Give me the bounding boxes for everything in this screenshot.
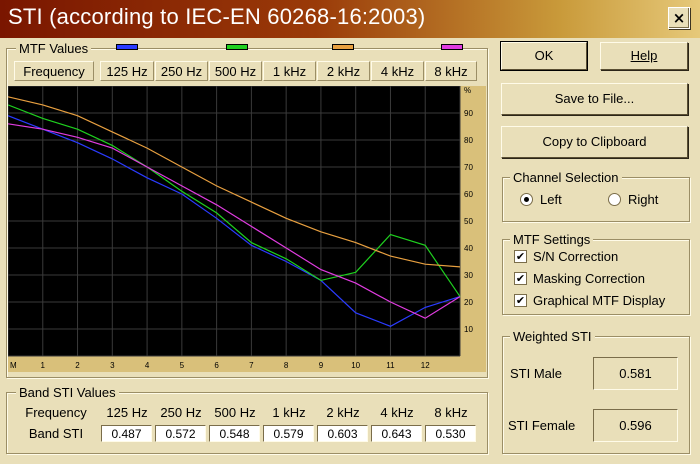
radio-left-label[interactable]: Left [540,192,562,207]
band-sti-value: 0.603 [317,425,368,442]
chart-y-tick-label: 10 [464,325,473,334]
help-button-label: Help [630,48,658,63]
sti-female-value: 0.596 [593,409,678,442]
band-sti-header-band: 1 kHz [272,405,306,420]
mtf-settings-group [502,239,690,315]
chart-y-tick-label: 70 [464,163,473,172]
band-sti-header-band: 500 Hz [214,405,256,420]
title-bar: STI (according to IEC-EN 60268-16:2003) … [0,0,700,38]
legend-swatch-500hz [226,44,248,50]
masking-correction-label[interactable]: Masking Correction [533,271,645,286]
mtf-header-band[interactable]: 250 Hz [155,61,208,81]
band-sti-header-band: 125 Hz [106,405,148,420]
radio-left-selected-dot [524,197,529,202]
ok-button[interactable]: OK [500,41,588,71]
band-sti-value: 0.530 [425,425,476,442]
legend-swatch-125hz [116,44,138,50]
sti-male-value: 0.581 [593,357,678,390]
chart-x-tick-label: 11 [386,361,395,370]
chart-x-tick-label: 10 [351,361,360,370]
mtf-header-band[interactable]: 8 kHz [425,61,477,81]
band-sti-group [6,392,488,454]
chart-x-tick-label: 4 [145,361,150,370]
mtf-settings-title: MTF Settings [510,232,594,247]
copy-to-clipboard-button[interactable]: Copy to Clipboard [501,126,688,158]
mtf-values-title: MTF Values [16,41,92,56]
masking-correction-checkbox[interactable]: ✔ [514,272,527,285]
help-button[interactable]: Help [600,42,688,70]
chart-y-tick-label: 20 [464,298,473,307]
legend-swatch-8khz [441,44,463,50]
close-button[interactable]: × [668,7,690,29]
chart-y-tick-label: 40 [464,244,473,253]
chart-y-tick-label: 80 [464,136,473,145]
graphical-mtf-display-checkbox[interactable]: ✔ [514,294,527,307]
weighted-sti-title: Weighted STI [510,329,595,344]
legend-swatch-2khz [332,44,354,50]
radio-right[interactable] [608,193,621,206]
chart-x-tick-label: 9 [319,361,324,370]
band-sti-value: 0.548 [209,425,260,442]
mtf-header-band[interactable]: 2 kHz [317,61,370,81]
chart-series-line-1 [8,104,461,297]
mtf-header-frequency: Frequency [14,61,94,81]
sn-correction-label[interactable]: S/N Correction [533,249,619,264]
mtf-header-band[interactable]: 125 Hz [100,61,154,81]
chart-y-tick-label: 30 [464,271,473,280]
radio-right-label[interactable]: Right [628,192,659,207]
band-sti-value: 0.643 [371,425,422,442]
band-sti-header-band: 8 kHz [434,405,468,420]
channel-selection-title: Channel Selection [510,170,622,185]
chart-series-line-0 [8,115,461,327]
chart-series-line-2 [8,96,461,268]
band-sti-value: 0.487 [101,425,152,442]
sti-female-label: STI Female [508,418,576,433]
chart-x-tick-label: M [10,361,17,370]
band-sti-value: 0.579 [263,425,314,442]
band-sti-row-label: Band STI [28,426,84,441]
chart-y-tick-label: 90 [464,109,473,118]
window-title: STI (according to IEC-EN 60268-16:2003) [8,4,426,29]
band-sti-title: Band STI Values [16,385,119,400]
band-sti-header-band: 4 kHz [380,405,414,420]
chart-x-tick-label: 7 [249,361,254,370]
band-sti-header-frequency: Frequency [25,405,87,420]
sn-correction-checkbox[interactable]: ✔ [514,250,527,263]
band-sti-header-band: 250 Hz [160,405,202,420]
weighted-sti-group [502,336,690,454]
sti-male-label: STI Male [510,366,563,381]
chart-y-tick-label: 60 [464,190,473,199]
band-sti-header-band: 2 kHz [326,405,360,420]
mtf-header-band[interactable]: 4 kHz [371,61,424,81]
mtf-header-band[interactable]: 1 kHz [263,61,316,81]
graphical-mtf-display-label[interactable]: Graphical MTF Display [533,293,666,308]
chart-series-line-3 [8,123,461,319]
chart-x-tick-label: 2 [75,361,80,370]
chart-x-tick-label: 12 [421,361,430,370]
save-to-file-button[interactable]: Save to File... [501,83,688,115]
chart-x-tick-label: 5 [180,361,185,370]
mtf-header-band[interactable]: 500 Hz [209,61,262,81]
chart-x-tick-label: 6 [214,361,219,370]
chart-x-tick-label: 8 [284,361,289,370]
chart-y-tick-label: 50 [464,217,473,226]
chart-x-tick-label: 1 [41,361,46,370]
radio-left[interactable] [520,193,533,206]
chart-y-tick-label: % [464,86,471,95]
chart-x-tick-label: 3 [110,361,115,370]
band-sti-value: 0.572 [155,425,206,442]
